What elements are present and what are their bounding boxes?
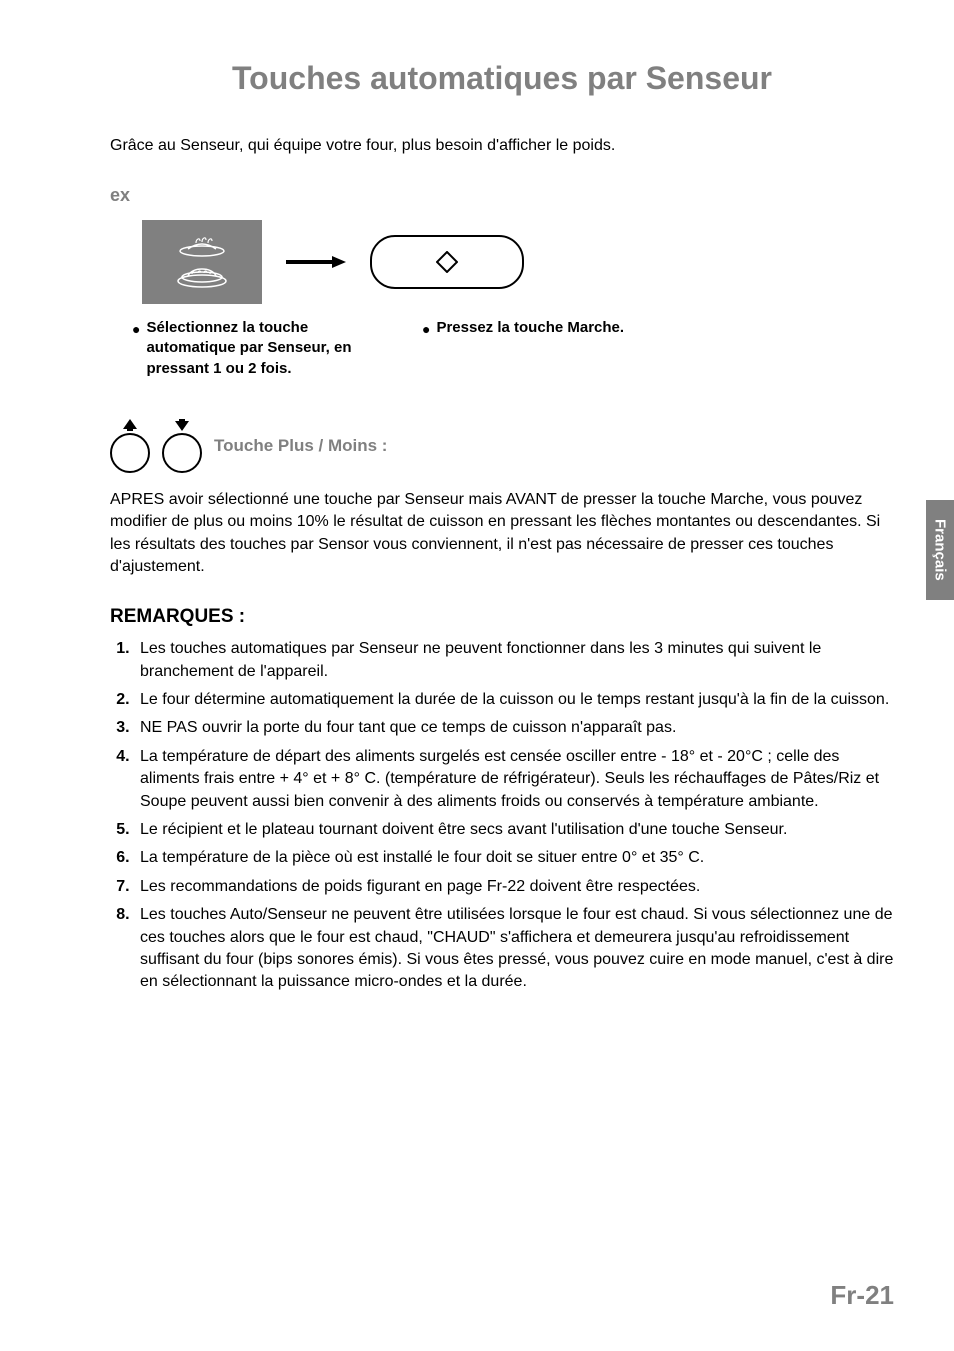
language-tab: Français bbox=[926, 500, 954, 600]
caption-row: ● Sélectionnez la touche automatique par… bbox=[132, 318, 894, 379]
page-title: Touches automatiques par Senseur bbox=[110, 60, 894, 97]
caption-select-text: Sélectionnez la touche automatique par S… bbox=[146, 318, 352, 379]
page-number: Fr-21 bbox=[830, 1280, 894, 1311]
diamond-icon bbox=[436, 251, 458, 273]
plus-minus-row: Touche Plus / Moins : bbox=[110, 419, 894, 473]
sensor-auto-button-icon bbox=[142, 220, 262, 304]
caption-press: ● Pressez la touche Marche. bbox=[422, 318, 624, 379]
plus-minus-paragraph: APRES avoir sélectionné une touche par S… bbox=[110, 489, 894, 579]
remarques-heading: REMARQUES : bbox=[110, 606, 894, 628]
minus-button-circle bbox=[162, 433, 202, 473]
remarque-item: Les touches automatiques par Senseur ne … bbox=[134, 638, 894, 683]
plus-control bbox=[110, 419, 150, 473]
remarque-item: Le récipient et le plateau tournant doiv… bbox=[134, 819, 894, 841]
remarque-item: La température de départ des aliments su… bbox=[134, 746, 894, 813]
intro-text: Grâce au Senseur, qui équipe votre four,… bbox=[110, 137, 894, 155]
minus-control bbox=[162, 419, 202, 473]
plus-button-circle bbox=[110, 433, 150, 473]
plus-minus-label: Touche Plus / Moins : bbox=[214, 436, 387, 456]
start-button-icon bbox=[370, 235, 524, 289]
arrow-down-icon bbox=[175, 419, 189, 431]
arrow-up-icon bbox=[123, 419, 137, 431]
caption-press-text: Pressez la touche Marche. bbox=[436, 318, 624, 338]
bullet-icon: ● bbox=[132, 320, 140, 339]
step-row bbox=[142, 220, 894, 304]
remarque-item: La température de la pièce où est instal… bbox=[134, 847, 894, 869]
language-tab-label: Français bbox=[932, 519, 949, 581]
remarque-item: Les touches Auto/Senseur ne peuvent être… bbox=[134, 904, 894, 994]
arrow-right-icon bbox=[286, 256, 346, 268]
remarque-item: NE PAS ouvrir la porte du four tant que … bbox=[134, 717, 894, 739]
example-label: ex bbox=[110, 185, 894, 206]
caption-select: ● Sélectionnez la touche automatique par… bbox=[132, 318, 352, 379]
bullet-icon: ● bbox=[422, 320, 430, 339]
remarque-item: Le four détermine automatiquement la dur… bbox=[134, 689, 894, 711]
remarque-item: Les recommandations de poids figurant en… bbox=[134, 876, 894, 898]
remarques-list: Les touches automatiques par Senseur ne … bbox=[110, 638, 894, 993]
